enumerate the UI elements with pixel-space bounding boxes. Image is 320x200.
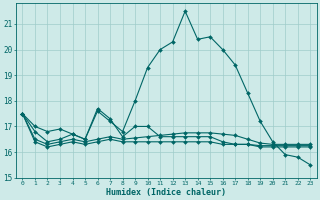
X-axis label: Humidex (Indice chaleur): Humidex (Indice chaleur) [106,188,226,197]
